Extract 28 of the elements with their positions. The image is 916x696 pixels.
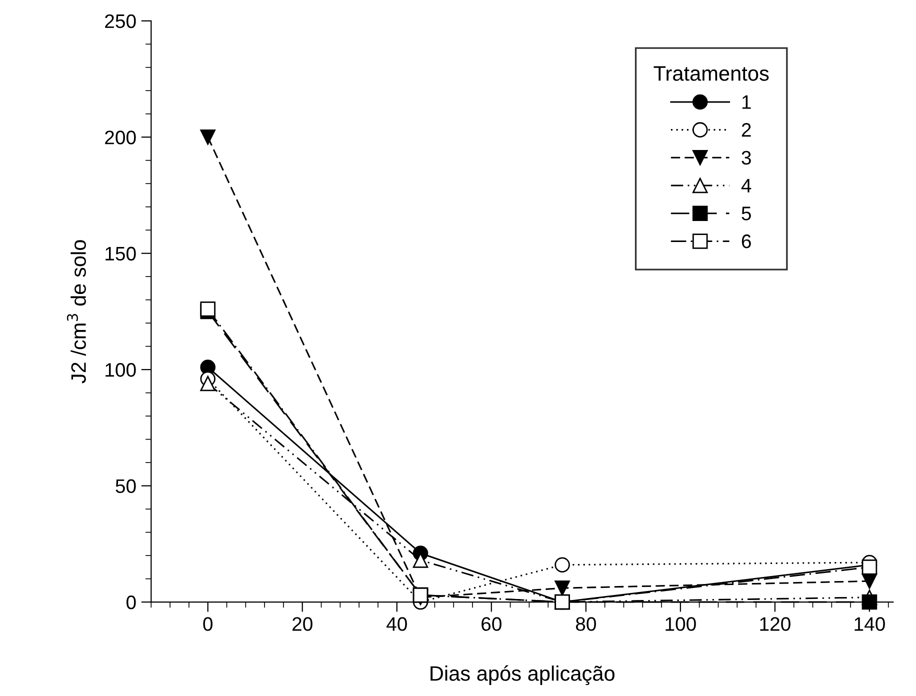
x-tick-label: 20 xyxy=(292,617,312,631)
x-axis-title: Dias após aplicação xyxy=(430,665,614,686)
legend-label: 6 xyxy=(742,234,751,248)
x-tick-label: 80 xyxy=(576,617,596,631)
legend-title: Tratamentos xyxy=(654,66,769,81)
x-tick-label: 0 xyxy=(203,617,212,631)
point xyxy=(554,580,570,596)
legend-label: 3 xyxy=(742,150,751,165)
x-tick-label: 100 xyxy=(666,617,696,631)
legend-label: 1 xyxy=(742,95,751,109)
legend-label: 5 xyxy=(742,206,751,220)
x-tick-label: 120 xyxy=(760,617,790,631)
point xyxy=(862,560,878,575)
y-tick-label: 200 xyxy=(105,130,136,144)
point xyxy=(862,594,878,610)
y-tick-label: 50 xyxy=(116,479,136,494)
legend-label: 2 xyxy=(742,123,751,137)
x-tick-label: 140 xyxy=(854,617,885,631)
point xyxy=(200,129,216,145)
legend-label: 4 xyxy=(741,178,752,192)
y-tick-label: 150 xyxy=(106,246,136,261)
y-tick-label: 0 xyxy=(126,596,136,610)
y-tick-label: 100 xyxy=(106,363,136,377)
x-tick-label: 40 xyxy=(386,617,407,631)
point xyxy=(200,376,216,392)
x-tick-label: 60 xyxy=(482,617,502,631)
y-tick-label: 250 xyxy=(105,14,136,28)
y-axis-title: J2 /cm$^{3}$ de solo xyxy=(66,240,86,384)
